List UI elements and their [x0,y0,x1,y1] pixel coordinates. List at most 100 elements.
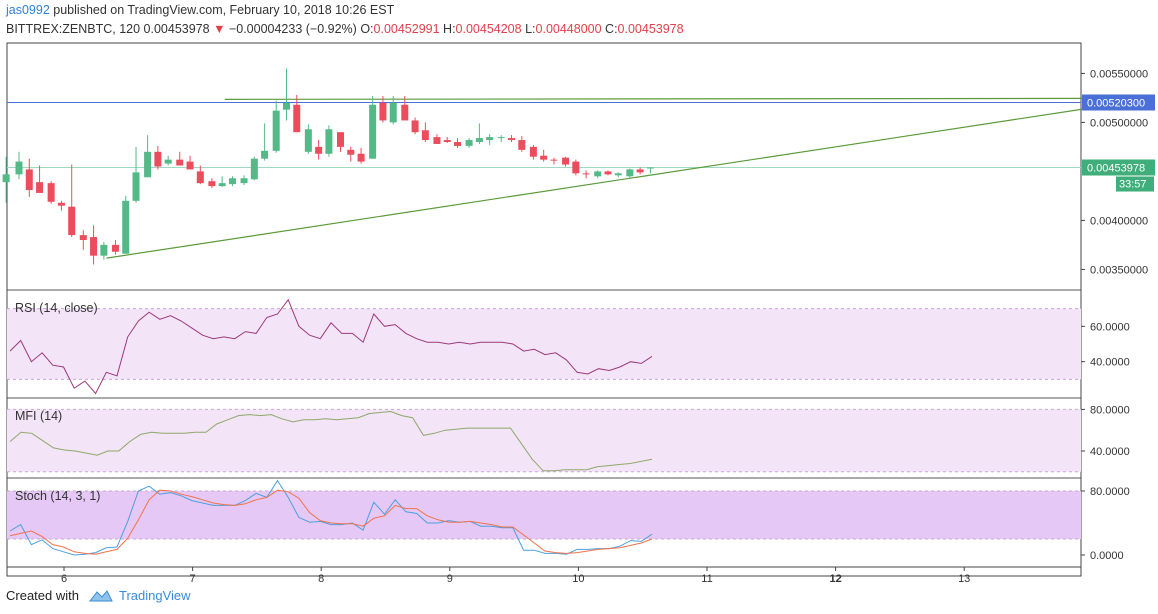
candle-down [562,157,570,165]
candle-down [357,153,365,162]
candle-down [443,140,451,142]
candle-up [272,110,280,151]
candle-up [497,137,505,139]
published-text: published on TradingView.com, February 1… [53,3,395,17]
time-tick-label: 10 [572,573,584,585]
hline-price-label: 0.00520300 [1087,98,1145,110]
last-price-badge [1082,159,1155,176]
candle-down [154,151,162,167]
candle-down [529,146,537,157]
candle-down [508,138,516,141]
candle-down [604,171,612,175]
candle-down [111,244,119,252]
open-label: O: [360,22,374,36]
time-tick-label: 8 [318,573,324,585]
candle-down [57,202,65,206]
candle-down [196,171,204,184]
candle-down [315,146,323,154]
close-value: 0.00453978 [617,22,684,36]
time-tick-label: 6 [61,573,67,585]
low-value: 0.00448000 [535,22,602,36]
candle-up [122,200,130,254]
candle-up [144,151,152,178]
indicator-band [7,409,1081,472]
trendline [224,97,1091,100]
indicator-band [7,308,1081,380]
candle-up [465,140,473,146]
candle-up [2,174,10,183]
candle-down [636,169,644,173]
indicator-tick-label: 80.0000 [1090,404,1130,416]
down-arrow-icon: ▼ [213,22,226,36]
countdown-label: 33:57 [1119,179,1147,191]
candle-up [15,161,23,175]
price-tick-label: 0.00350000 [1090,264,1148,276]
candle-up [614,173,622,176]
indicator-tick-label: 60.0000 [1090,321,1130,333]
trendline [106,107,1091,259]
publish-line: jas0992 published on TradingView.com, Fe… [6,3,394,17]
price-change: −0.00004233 (−0.92%) [228,22,357,36]
indicator-tick-label: 80.0000 [1090,486,1130,498]
candle-up [100,244,108,256]
indicator-tick-label: 0.0000 [1090,550,1124,562]
time-tick-label: 11 [701,573,712,585]
indicator-tick-label: 40.0000 [1090,357,1130,369]
candle-up [486,137,494,141]
time-tick-label: 9 [447,573,453,585]
stoch-title: Stoch (14, 3, 1) [15,489,100,503]
candle-down [90,237,98,256]
author-link[interactable]: jas0992 [6,3,50,17]
candle-down [176,159,184,166]
candle-down [336,132,344,147]
indicator-line-mfi [9,410,653,472]
candle-down [208,181,216,187]
candle-down [293,104,301,133]
candle-down [36,182,44,193]
open-value: 0.00452991 [373,22,440,36]
candle-down [79,235,87,240]
high-value: 0.00454208 [455,22,522,36]
candle-down [186,161,194,170]
footer: Created with TradingView [6,588,191,603]
candle-down [411,120,419,133]
candle-up [369,104,377,159]
last-price-axis-label: 0.00453978 [1087,163,1145,175]
candle-up [646,167,654,169]
candle-down [550,159,558,161]
indicator-line-rsi [9,298,653,395]
symbol-label: BITTREX:ZENBTC, 120 [6,22,141,36]
candle-up [594,171,602,177]
hline-price-badge [1082,94,1155,111]
candle-down [379,102,387,121]
candle-up [218,183,226,187]
candle-down [518,140,526,150]
last-price: 0.00453978 [143,22,210,36]
indicator-tick-label: 40.0000 [1090,446,1130,458]
candle-down [582,173,590,175]
candle-down [25,169,33,191]
mfi-title: MFI (14) [15,409,62,423]
candle-up [261,150,269,159]
time-tick-label: 7 [190,573,196,585]
candle-up [389,102,397,123]
candle-up [475,138,483,142]
symbol-info-line: BITTREX:ZENBTC, 120 0.00453978 ▼ −0.0000… [6,22,684,36]
candle-up [282,102,290,110]
candle-down [347,149,355,155]
tradingview-brand-link[interactable]: TradingView [118,588,191,603]
low-label: L: [525,22,536,36]
rsi-title: RSI (14, close) [15,301,98,315]
candle-down [433,137,441,144]
candle-up [325,129,333,154]
high-label: H: [443,22,456,36]
candle-up [228,178,236,185]
candle-down [47,183,55,202]
candle-up [250,158,258,180]
candle-down [401,104,409,121]
candle-down [68,206,76,236]
time-tick-label: 12 [829,573,841,585]
close-label: C: [605,22,618,36]
price-tick-label: 0.00550000 [1090,68,1148,80]
